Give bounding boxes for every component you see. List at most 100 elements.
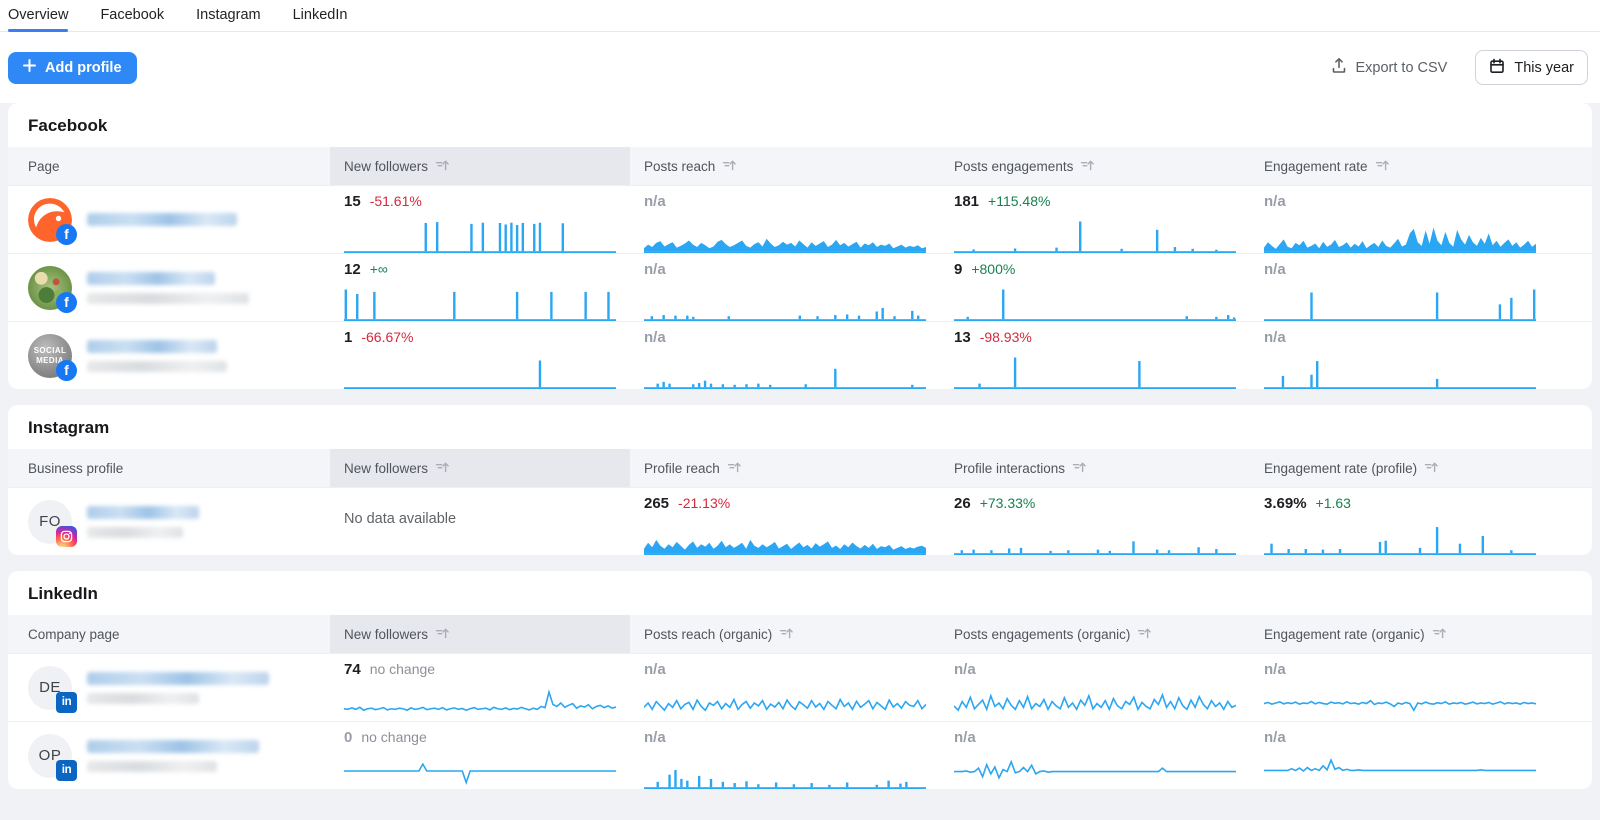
metric-cell: n/a: [940, 654, 1250, 721]
redacted-text-line: [87, 361, 227, 372]
section-card-facebook: FacebookPageNew followersPosts reachPost…: [8, 103, 1592, 389]
column-header-label: Profile reach: [644, 461, 720, 476]
metric-na: n/a: [644, 261, 666, 278]
instagram-badge-icon: [56, 526, 77, 547]
export-csv-button[interactable]: Export to CSV: [1331, 57, 1447, 78]
column-header-engagement-rate-profile[interactable]: Engagement rate (profile): [1250, 449, 1592, 487]
sparkline-chart: [954, 285, 1236, 321]
sort-icon: [1424, 460, 1439, 477]
column-header-engagement-rate-organic[interactable]: Engagement rate (organic): [1250, 615, 1592, 653]
linkedin-badge-icon: in: [56, 692, 77, 713]
profile-cell[interactable]: f: [8, 254, 330, 321]
column-header-label: Posts reach (organic): [644, 627, 772, 642]
profile-cell[interactable]: SOCIALMEDIAf: [8, 322, 330, 389]
table-row: DEin 74no change n/a n/a n/a: [8, 653, 1592, 721]
column-header-label: New followers: [344, 159, 428, 174]
metric-cell: 265-21.13%: [630, 488, 940, 555]
column-header-company-page: Company page: [8, 615, 330, 653]
metric-value: 26: [954, 495, 971, 512]
sparkline-chart: [644, 753, 926, 789]
sort-icon: [722, 158, 737, 175]
column-header-label: Engagement rate (profile): [1264, 461, 1417, 476]
column-header-new-followers[interactable]: New followers: [330, 449, 630, 487]
facebook-badge-icon: f: [56, 360, 77, 381]
sort-icon: [1375, 158, 1390, 175]
metric-na: n/a: [1264, 193, 1286, 210]
metric-value-row: 1-66.67%: [344, 329, 616, 350]
tab-facebook[interactable]: Facebook: [100, 0, 164, 31]
metric-cell: n/a: [630, 254, 940, 321]
column-header-label: Posts reach: [644, 159, 715, 174]
column-header-label: Engagement rate: [1264, 159, 1368, 174]
metric-value-row: 12+∞: [344, 261, 616, 282]
metric-na: n/a: [1264, 261, 1286, 278]
linkedin-badge-icon: in: [56, 760, 77, 781]
redacted-text-line: [87, 506, 199, 519]
column-header-label: Posts engagements (organic): [954, 627, 1130, 642]
tab-overview[interactable]: Overview: [8, 0, 68, 31]
column-header-posts-reach[interactable]: Posts reach: [630, 147, 940, 185]
metric-value-row: 9+800%: [954, 261, 1236, 282]
toolbar: Add profile Export to CSV This year: [0, 32, 1600, 103]
column-header-label: Business profile: [28, 461, 123, 476]
section-title-instagram: Instagram: [8, 405, 1592, 449]
sort-icon: [435, 158, 450, 175]
sparkline-chart: [1264, 685, 1536, 721]
metric-na: n/a: [1264, 729, 1286, 746]
column-header-profile-reach[interactable]: Profile reach: [630, 449, 940, 487]
metric-value: 3.69%: [1264, 495, 1307, 512]
profile-cell[interactable]: OPin: [8, 722, 330, 789]
column-header-engagement-rate[interactable]: Engagement rate: [1250, 147, 1592, 185]
metric-value-row: 15-51.61%: [344, 193, 616, 214]
metric-value-row: n/a: [1264, 661, 1536, 682]
sort-icon: [1080, 158, 1095, 175]
metric-cell: 3.69%+1.63: [1250, 488, 1592, 555]
add-profile-button[interactable]: Add profile: [8, 52, 137, 84]
metric-value-row: n/a: [954, 729, 1236, 750]
column-header-posts-reach-organic[interactable]: Posts reach (organic): [630, 615, 940, 653]
date-range-button[interactable]: This year: [1475, 50, 1588, 85]
toolbar-right-group: Export to CSV This year: [1331, 50, 1588, 85]
table-header-row: Page New followers Posts reach Posts engage…: [8, 147, 1592, 185]
metric-value-row: n/a: [644, 193, 926, 214]
profile-cell[interactable]: f: [8, 186, 330, 253]
sparkline-chart: [1264, 519, 1536, 555]
profile-cell[interactable]: DEin: [8, 654, 330, 721]
profile-cell[interactable]: FO: [8, 488, 330, 555]
metric-value-row: n/a: [1264, 261, 1536, 282]
redacted-text-line: [87, 213, 237, 226]
metric-value-row: 74no change: [344, 661, 616, 682]
metric-value-row: 181+115.48%: [954, 193, 1236, 214]
section-card-instagram: Instagram Business profile New followers Pr…: [8, 405, 1592, 555]
column-header-posts-engagements-organic[interactable]: Posts engagements (organic): [940, 615, 1250, 653]
redacted-profile-name: [87, 213, 237, 226]
column-header-label: New followers: [344, 627, 428, 642]
metric-value: 0: [344, 729, 352, 746]
redacted-text-line: [87, 672, 269, 685]
metric-cell: n/a: [1250, 186, 1592, 253]
metric-value: 9: [954, 261, 962, 278]
export-icon: [1331, 57, 1347, 78]
column-header-profile-interactions[interactable]: Profile interactions: [940, 449, 1250, 487]
plus-icon: [23, 59, 36, 76]
redacted-profile-name: [87, 506, 199, 538]
tab-linkedin[interactable]: LinkedIn: [293, 0, 348, 31]
redacted-text-line: [87, 693, 199, 704]
sections-container: FacebookPageNew followersPosts reachPost…: [0, 103, 1600, 809]
column-header-posts-engagements[interactable]: Posts engagements: [940, 147, 1250, 185]
sparkline-chart: [1264, 217, 1536, 253]
metric-na: n/a: [644, 661, 666, 678]
metric-cell: 0no change: [330, 722, 630, 789]
metric-cell: 9+800%: [940, 254, 1250, 321]
sparkline-chart: [954, 217, 1236, 253]
tab-instagram[interactable]: Instagram: [196, 0, 260, 31]
metric-na: n/a: [954, 661, 976, 678]
column-header-new-followers[interactable]: New followers: [330, 615, 630, 653]
redacted-profile-name: [87, 672, 269, 704]
profile-avatar: f: [28, 266, 72, 310]
column-header-business-profile: Business profile: [8, 449, 330, 487]
metric-cell: n/a: [940, 722, 1250, 789]
column-header-new-followers[interactable]: New followers: [330, 147, 630, 185]
column-header-page: Page: [8, 147, 330, 185]
section-title-linkedin: LinkedIn: [8, 571, 1592, 615]
